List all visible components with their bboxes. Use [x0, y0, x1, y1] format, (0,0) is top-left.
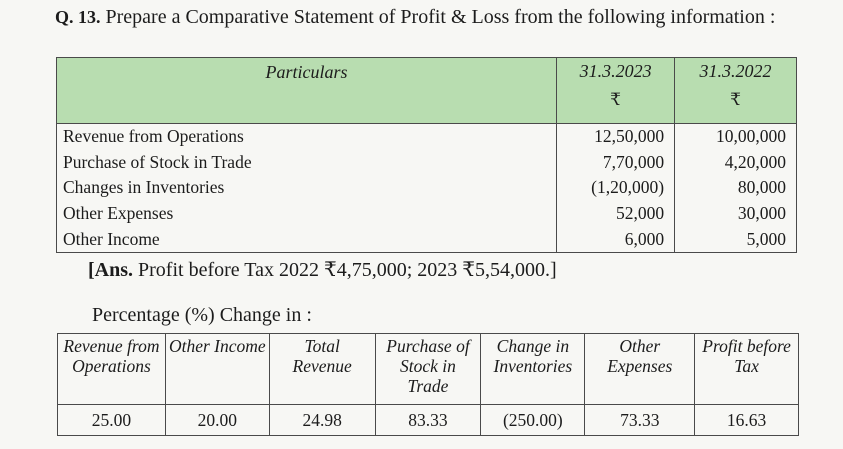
value-2022: 10,00,000 [674, 123, 797, 150]
pct-header: Revenue from Operations [57, 333, 166, 405]
pct-header: Change in Inventories [480, 333, 586, 405]
pct-value: 24.98 [268, 404, 376, 436]
pct-value: 83.33 [374, 404, 482, 436]
year-2023-header: 31.3.2023 ₹ [556, 57, 676, 124]
pct-value-row: 25.00 20.00 24.98 83.33 (250.00) 73.33 1… [57, 404, 799, 436]
pct-value: 16.63 [694, 404, 799, 436]
row-label: Revenue from Operations [55, 123, 558, 150]
question-text: Q. 13. Prepare a Comparative Statement o… [55, 3, 815, 31]
profit-loss-table: Particulars 31.3.2023 ₹ 31.3.2022 ₹ Reve… [55, 57, 797, 253]
table-row: Changes in Inventories (1,20,000) 80,000 [55, 175, 797, 201]
value-2023: 12,50,000 [556, 123, 676, 150]
particulars-header-label: Particulars [265, 62, 348, 82]
pct-value: (250.00) [480, 404, 586, 436]
value-2023: 7,70,000 [556, 149, 676, 176]
year-2022-label: 31.3.2022 [699, 61, 772, 81]
particulars-header: Particulars [55, 57, 558, 124]
question-number: Q. 13. [55, 7, 101, 27]
row-label: Other Expenses [55, 200, 558, 227]
row-label: Other Income [55, 226, 558, 253]
table-row: Revenue from Operations 12,50,000 10,00,… [55, 123, 797, 150]
value-2023: 52,000 [556, 200, 676, 227]
rupee-icon: ₹ [730, 90, 741, 109]
pct-value: 20.00 [164, 404, 270, 436]
value-2023: (1,20,000) [556, 175, 676, 201]
value-2022: 5,000 [674, 226, 797, 253]
pct-header: Purchase of Stock in Trade [374, 333, 482, 405]
percentage-change-label: Percentage (%) Change in : [92, 304, 312, 326]
pct-value: 73.33 [584, 404, 696, 436]
value-2022: 80,000 [674, 175, 797, 201]
row-label: Changes in Inventories [55, 175, 558, 201]
pct-header: Other Expenses [584, 333, 696, 405]
row-label: Purchase of Stock in Trade [55, 149, 558, 176]
pct-header: Profit before Tax [694, 333, 799, 405]
pct-header: Other Income [164, 333, 270, 405]
table-row: Other Expenses 52,000 30,000 [55, 200, 797, 227]
percentage-change-table: Revenue from Operations Other Income Tot… [57, 333, 799, 436]
year-2023-label: 31.3.2023 [579, 61, 652, 81]
answer-line: [Ans. Profit before Tax 2022 ₹4,75,000; … [88, 257, 557, 283]
table-header-row: Particulars 31.3.2023 ₹ 31.3.2022 ₹ [55, 57, 797, 124]
pct-header: Total Revenue [268, 333, 376, 405]
value-2022: 4,20,000 [674, 149, 797, 176]
table-row: Purchase of Stock in Trade 7,70,000 4,20… [55, 149, 797, 176]
value-2023: 6,000 [556, 226, 676, 253]
table-row: Other Income 6,000 5,000 [55, 226, 797, 253]
question-body: Prepare a Comparative Statement of Profi… [105, 6, 776, 28]
pct-value: 25.00 [57, 404, 166, 436]
pct-header-row: Revenue from Operations Other Income Tot… [57, 333, 799, 405]
value-2022: 30,000 [674, 200, 797, 227]
year-2022-header: 31.3.2022 ₹ [674, 57, 797, 124]
rupee-icon: ₹ [610, 90, 621, 109]
answer-text: Profit before Tax 2022 ₹4,75,000; 2023 ₹… [138, 259, 557, 281]
answer-prefix: [Ans. [88, 259, 134, 281]
